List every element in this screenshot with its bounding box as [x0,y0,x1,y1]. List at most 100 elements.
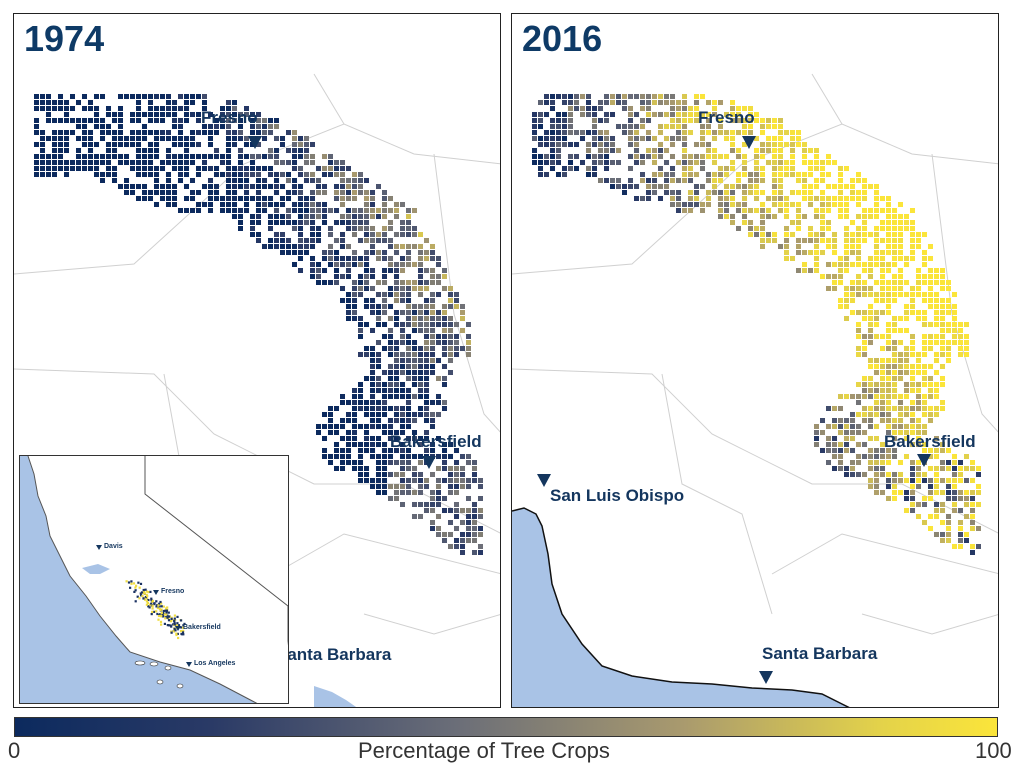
crop-cell [862,220,867,225]
crop-cell [406,280,411,285]
crop-cell [214,184,219,189]
crop-cell [100,178,105,183]
crop-cell [418,256,423,261]
crop-cell [742,220,747,225]
crop-cell [112,172,117,177]
crop-cell [880,406,885,411]
crop-cell [442,508,447,513]
crop-cell [754,166,759,171]
crop-cell [604,142,609,147]
crop-cell [844,394,849,399]
crop-cell [946,526,951,531]
crop-cell [910,244,915,249]
crop-cell [874,490,879,495]
crop-cell [364,442,369,447]
crop-cell [460,538,465,543]
crop-cell [358,454,363,459]
crop-cell [280,220,285,225]
crop-cell [898,292,903,297]
crop-cell [706,118,711,123]
crop-cell [616,94,621,99]
crop-cell [394,418,399,423]
crop-cell [784,250,789,255]
crop-cell [916,466,921,471]
crop-cell [310,238,315,243]
crop-cell [934,454,939,459]
crop-cell [850,418,855,423]
crop-cell [106,166,111,171]
crop-cell [316,268,321,273]
crop-cell [928,274,933,279]
crop-cell [814,244,819,249]
crop-cell [592,142,597,147]
inset-cell [181,631,185,634]
crop-cell [688,118,693,123]
crop-cell [370,382,375,387]
crop-cell [118,136,123,141]
inset-cell [150,613,153,616]
inset-cell [145,590,148,593]
crop-cell [874,472,879,477]
crop-cell [778,196,783,201]
crop-cell [310,196,315,201]
crop-cell [874,250,879,255]
crop-cell [280,202,285,207]
crop-cell [676,112,681,117]
inset-cell [160,623,163,626]
crop-cell [436,256,441,261]
crop-cell [952,310,957,315]
crop-cell [646,148,651,153]
crop-cell [886,418,891,423]
crop-cell [688,160,693,165]
crop-cell [466,460,471,465]
crop-cell [556,118,561,123]
crop-cell [958,490,963,495]
crop-cell [418,460,423,465]
crop-cell [214,130,219,135]
inset-davis-marker-icon [96,545,102,550]
crop-cell [712,172,717,177]
crop-cell [808,268,813,273]
crop-cell [892,256,897,261]
crop-cell [694,202,699,207]
crop-cell [826,442,831,447]
crop-cell [856,328,861,333]
crop-cell [430,358,435,363]
crop-cell [928,466,933,471]
crop-cell [808,238,813,243]
crop-cell [694,160,699,165]
crop-cell [910,484,915,489]
crop-cell [400,340,405,345]
crop-cell [124,184,129,189]
crop-cell [760,190,765,195]
crop-cell [214,166,219,171]
crop-cell [832,238,837,243]
crop-cell [166,178,171,183]
crop-cell [412,466,417,471]
crop-cell [904,280,909,285]
crop-cell [346,268,351,273]
crop-cell [58,118,63,123]
crop-cell [718,118,723,123]
crop-cell [58,94,63,99]
crop-cell [754,136,759,141]
crop-cell [532,112,537,117]
crop-cell [922,376,927,381]
crop-cell [952,316,957,321]
crop-cell [580,160,585,165]
crop-cell [124,190,129,195]
crop-cell [760,166,765,171]
crop-cell [382,388,387,393]
crop-cell [874,382,879,387]
crop-cell [952,466,957,471]
crop-cell [424,316,429,321]
crop-cell [832,448,837,453]
crop-cell [838,298,843,303]
crop-cell [694,190,699,195]
crop-cell [340,274,345,279]
crop-cell [934,466,939,471]
crop-cell [142,172,147,177]
crop-cell [442,442,447,447]
crop-cell [658,166,663,171]
crop-cell [82,118,87,123]
